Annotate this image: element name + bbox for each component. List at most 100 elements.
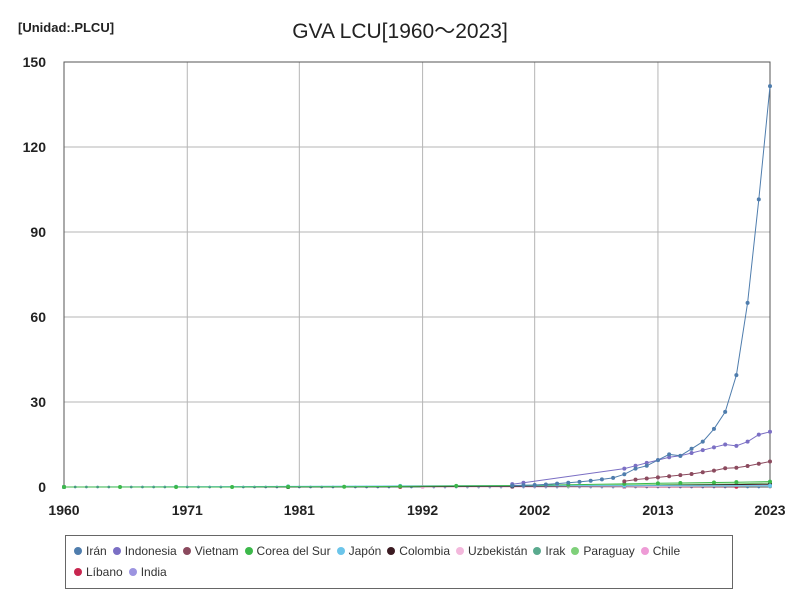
legend-label: Indonesia (124, 544, 177, 558)
legend-label: Japón (348, 544, 382, 558)
legend-item: Vietnam (182, 543, 239, 559)
data-point (622, 466, 627, 471)
data-point (734, 443, 739, 448)
legend-item: India (128, 564, 167, 580)
legend-marker (128, 568, 137, 576)
y-tick-label: 150 (23, 54, 47, 70)
data-point (566, 480, 571, 485)
legend-item: Uzbekistán (456, 543, 527, 559)
legend-item: Indonesia (112, 543, 177, 559)
data-point (723, 409, 728, 414)
plot-area-border (63, 61, 771, 488)
legend-label: Irán (86, 544, 107, 558)
data-point (768, 84, 772, 89)
legend-label: Chile (652, 544, 681, 558)
legend-marker (244, 547, 253, 555)
series-line (64, 481, 771, 488)
data-point (286, 484, 291, 489)
data-point (745, 464, 750, 469)
legend-label: Corea del Sur (256, 544, 331, 558)
data-point (342, 484, 347, 489)
data-point (745, 439, 750, 444)
data-point (521, 483, 526, 488)
data-point (667, 452, 672, 457)
data-point (555, 481, 560, 486)
legend-marker (533, 547, 542, 555)
data-point (655, 481, 660, 486)
data-point (454, 483, 459, 488)
data-point (678, 481, 683, 486)
data-point (510, 483, 515, 488)
data-point (734, 480, 739, 485)
data-point (768, 429, 772, 434)
data-point (734, 373, 739, 378)
legend-item: Chile (640, 543, 681, 559)
data-point (633, 463, 638, 468)
data-point (711, 468, 716, 473)
legend-label: India (140, 565, 167, 579)
line-chart: 0 30 60 90 120 150 1960 1971 1981 1992 2002 2013 202… (23, 54, 786, 518)
data-point (577, 479, 582, 484)
x-tick-label: 1960 (48, 502, 79, 518)
series-line (512, 431, 771, 485)
legend-item: Irán (74, 543, 107, 559)
legend-marker (571, 547, 580, 555)
data-point (644, 463, 649, 468)
data-point (655, 475, 660, 480)
data-point (768, 459, 772, 464)
legend-label: Colombia (399, 544, 450, 558)
data-point (711, 426, 716, 431)
data-point (599, 477, 604, 482)
data-point (655, 458, 660, 463)
data-point (734, 465, 739, 470)
data-point (398, 484, 403, 489)
legend-item: Irak (533, 543, 565, 559)
data-point (588, 478, 593, 483)
legend-item: Líbano (74, 564, 123, 580)
legend-label: Paraguay (583, 544, 635, 558)
x-tick-label: 1971 (172, 502, 203, 518)
data-point (667, 474, 672, 479)
data-point (622, 472, 627, 477)
x-tick-label: 2002 (519, 502, 550, 518)
legend-item: Colombia (387, 543, 450, 559)
chart-legend: Irán Indonesia Vietnam Corea del Sur Japón Co… (65, 535, 733, 589)
data-point (756, 461, 761, 466)
data-point (118, 485, 123, 489)
data-point (622, 479, 627, 484)
y-tick-label: 120 (23, 139, 47, 155)
x-tick-label: 2013 (642, 502, 673, 518)
data-point (756, 432, 761, 437)
y-tick-label: 30 (30, 394, 46, 410)
legend-label: Irak (545, 544, 566, 558)
legend-marker (74, 547, 82, 555)
data-point (62, 485, 66, 489)
data-point (700, 470, 705, 475)
unit-label: [Unidad:.PLCU] (18, 20, 115, 35)
legend-label: Líbano (86, 565, 123, 579)
data-point (633, 466, 638, 471)
data-point (678, 453, 683, 458)
y-tick-label: 60 (30, 309, 46, 325)
data-point (745, 300, 750, 305)
legend-marker (456, 547, 464, 555)
y-tick-label: 90 (30, 224, 46, 240)
data-point (543, 482, 548, 487)
data-point (768, 479, 772, 484)
y-tick-label: 0 (38, 479, 46, 495)
data-point (756, 197, 761, 202)
data-point (611, 475, 616, 480)
data-point (230, 485, 235, 489)
data-point (711, 445, 716, 450)
legend-marker (74, 568, 82, 576)
data-point (532, 483, 537, 488)
legend-marker (336, 547, 345, 555)
data-point (644, 476, 649, 481)
legend-marker (112, 547, 121, 555)
chart-title: GVA LCU[1960〜2023] (292, 20, 508, 43)
data-point (700, 448, 705, 453)
data-point (667, 455, 672, 460)
x-tick-label: 2023 (754, 502, 785, 518)
data-point (723, 442, 728, 447)
data-point (723, 466, 728, 471)
